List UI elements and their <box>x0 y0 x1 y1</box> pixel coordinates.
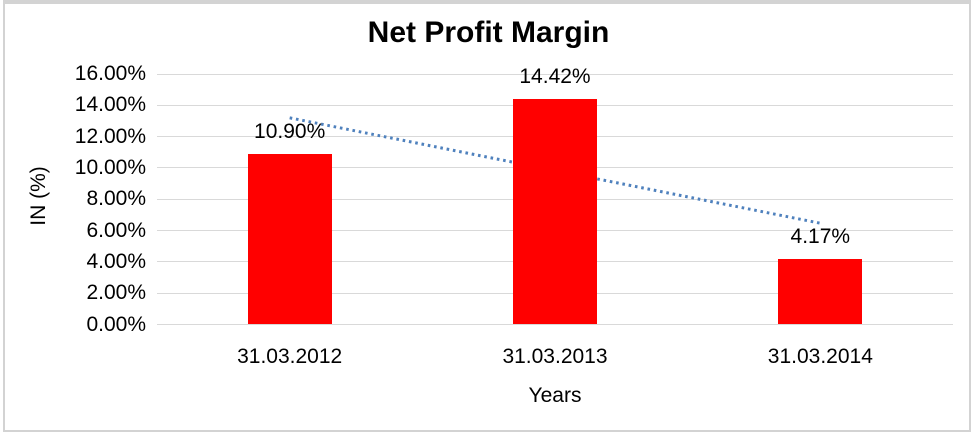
y-axis-tick-label: 2.00% <box>86 281 146 305</box>
x-axis-category-label: 31.03.2013 <box>502 345 608 368</box>
data-label: 14.42% <box>519 64 591 88</box>
gridline <box>157 73 953 75</box>
y-axis-tick-label: 12.00% <box>74 124 146 148</box>
y-axis-tick-label: 4.00% <box>86 249 146 273</box>
y-axis-tick-label: 8.00% <box>86 187 146 211</box>
bar-31.03.2014 <box>778 259 863 325</box>
x-axis-title: Years <box>528 384 582 407</box>
chart-title: Net Profit Margin <box>367 16 610 49</box>
x-axis-category-label: 31.03.2012 <box>237 345 343 368</box>
y-axis-tick-label: 6.00% <box>86 218 146 242</box>
data-label: 4.17% <box>790 225 851 249</box>
gridline <box>157 324 953 325</box>
y-axis-tick-label: 16.00% <box>74 62 146 85</box>
data-label: 10.90% <box>254 119 326 143</box>
bar-31.03.2013 <box>513 98 597 325</box>
x-axis-category-label: 31.03.2014 <box>767 345 873 368</box>
y-axis-tick-label: 10.00% <box>74 155 146 179</box>
y-axis-tick-label: 0.00% <box>86 312 146 336</box>
bar-31.03.2012 <box>247 153 332 325</box>
y-axis-tick-label: 14.00% <box>74 93 146 117</box>
